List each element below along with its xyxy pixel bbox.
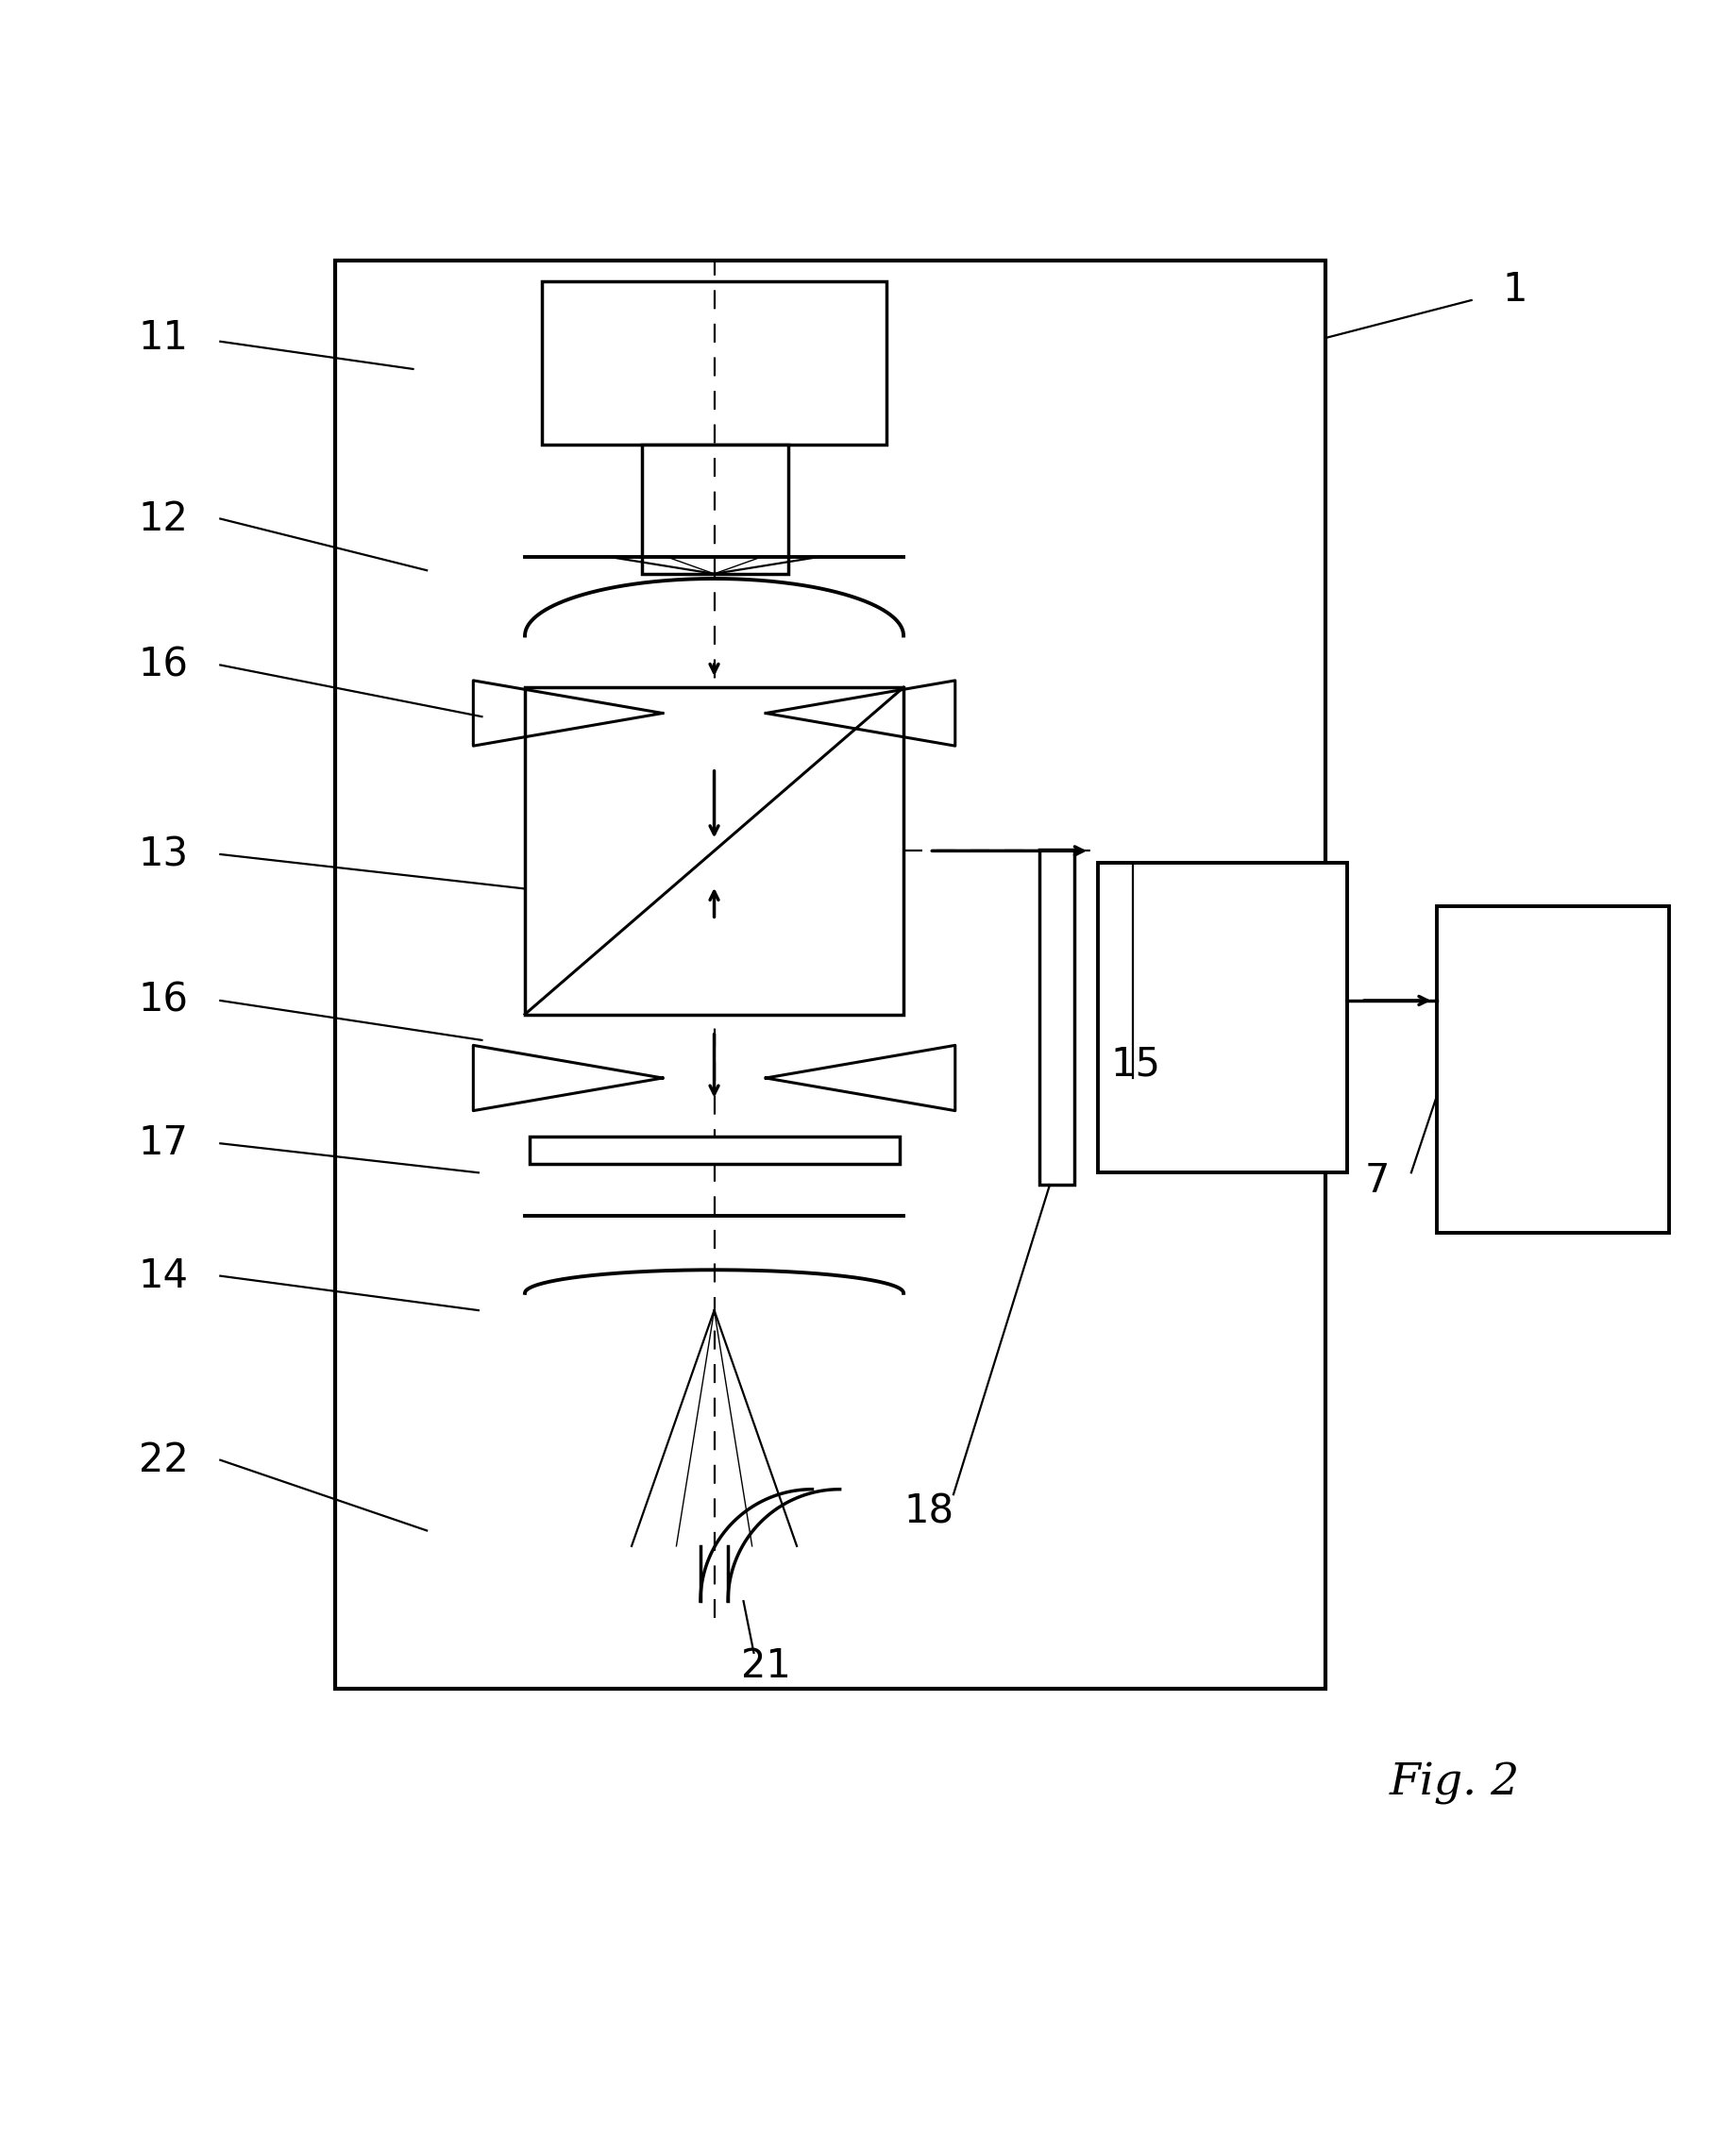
Text: Fig. 2: Fig. 2 [1389,1761,1520,1805]
Text: 7: 7 [1365,1162,1389,1201]
Text: 16: 16 [138,645,189,686]
Bar [525,688,904,1013]
Text: 1: 1 [1502,270,1527,310]
Text: 17: 17 [138,1123,189,1164]
Text: 22: 22 [139,1440,188,1479]
Text: 13: 13 [138,834,189,873]
Bar [1098,862,1348,1173]
Bar [642,444,788,573]
Text: 16: 16 [138,981,189,1020]
Bar [530,1136,898,1164]
Bar [542,280,886,444]
Text: 11: 11 [138,319,189,358]
Bar [1039,849,1074,1184]
Bar [336,261,1325,1688]
Text: 14: 14 [138,1257,189,1296]
Text: 21: 21 [740,1647,792,1686]
Text: 18: 18 [904,1492,955,1531]
Bar [1437,906,1669,1233]
Text: 15: 15 [1110,1044,1162,1084]
Text: 12: 12 [138,498,189,539]
